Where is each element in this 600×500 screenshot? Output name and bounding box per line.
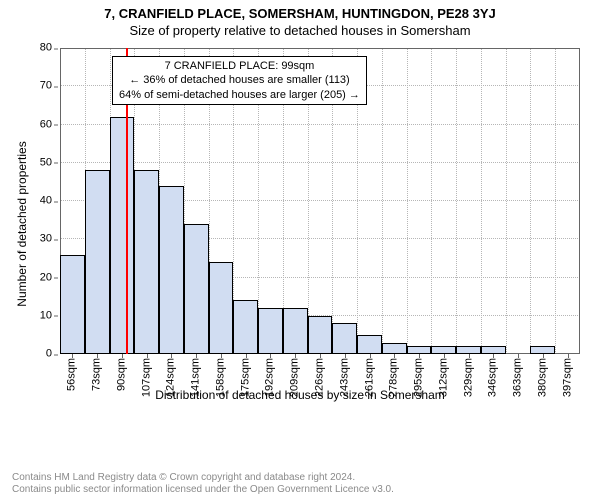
- y-tick: 80: [12, 43, 52, 54]
- x-axis-label: Distribution of detached houses by size …: [12, 388, 588, 402]
- page-subtitle: Size of property relative to detached ho…: [0, 21, 600, 38]
- bar: [110, 117, 135, 354]
- bar: [308, 316, 333, 354]
- y-tick: 70: [12, 81, 52, 92]
- bar: [407, 346, 432, 354]
- bar: [456, 346, 481, 354]
- bar: [431, 346, 456, 354]
- y-tick: 50: [12, 157, 52, 168]
- chart-area: Number of detached properties 0102030405…: [12, 44, 588, 404]
- bar: [233, 300, 258, 354]
- y-tick: 30: [12, 234, 52, 245]
- page-title: 7, CRANFIELD PLACE, SOMERSHAM, HUNTINGDO…: [0, 6, 600, 21]
- bar: [530, 346, 555, 354]
- bar: [159, 186, 184, 354]
- bar: [283, 308, 308, 354]
- y-tick: 0: [12, 349, 52, 360]
- annotation-line3: 64% of semi-detached houses are larger (…: [119, 88, 360, 102]
- x-tick: 73sqm: [92, 358, 103, 391]
- annotation-line1: 7 CRANFIELD PLACE: 99sqm: [119, 59, 360, 73]
- bar: [209, 262, 234, 354]
- bar: [332, 323, 357, 354]
- y-tick: 10: [12, 310, 52, 321]
- annotation-line2: ← 36% of detached houses are smaller (11…: [119, 73, 360, 87]
- annotation-box: 7 CRANFIELD PLACE: 99sqm ← 36% of detach…: [112, 56, 367, 105]
- bar: [481, 346, 506, 354]
- y-tick: 20: [12, 272, 52, 283]
- bar: [60, 255, 85, 354]
- bar: [184, 224, 209, 354]
- footer: Contains HM Land Registry data © Crown c…: [12, 472, 588, 496]
- x-tick: 56sqm: [67, 358, 78, 391]
- x-tick: 90sqm: [116, 358, 127, 391]
- footer-line1: Contains HM Land Registry data © Crown c…: [12, 472, 588, 484]
- y-axis-ticks: 01020304050607080: [12, 48, 56, 354]
- bar: [382, 343, 407, 354]
- bar: [357, 335, 382, 354]
- footer-line2: Contains public sector information licen…: [12, 484, 588, 496]
- y-tick: 60: [12, 119, 52, 130]
- bar: [85, 170, 110, 354]
- bar: [258, 308, 283, 354]
- bar: [134, 170, 159, 354]
- y-tick: 40: [12, 196, 52, 207]
